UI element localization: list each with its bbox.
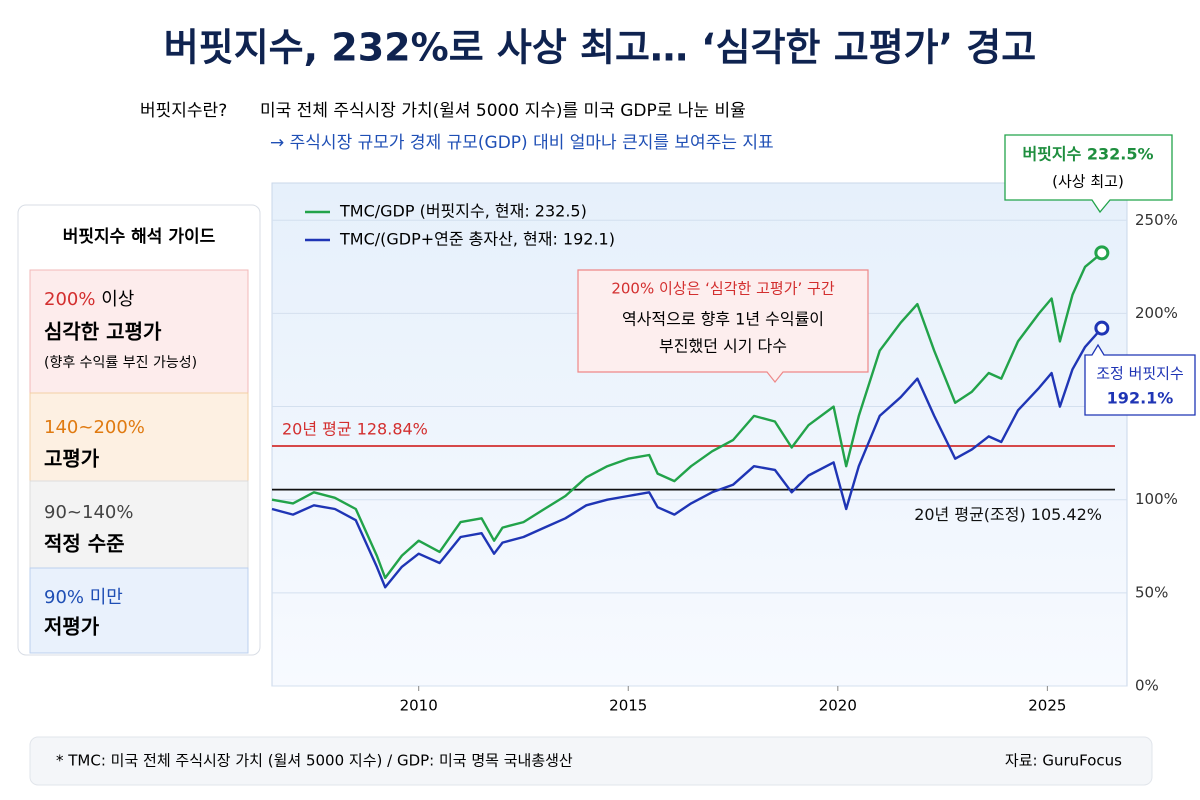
tier-label: 고평가 bbox=[44, 447, 100, 471]
tier-qualifier: 이상 bbox=[101, 289, 134, 310]
series-line bbox=[271, 327, 1103, 589]
definition: 미국 전체 주식시장 가치(윌셔 5000 지수)를 미국 GDP로 나눈 비율 bbox=[260, 101, 746, 121]
definition-label: 버핏지수란? bbox=[140, 101, 227, 121]
tier-range: 200% 이상 bbox=[44, 289, 134, 310]
tier-range: 200% bbox=[44, 289, 95, 310]
reference-label: 20년 평균(조정) 105.42% bbox=[914, 505, 1102, 524]
reference-label: 20년 평균 128.84% bbox=[282, 419, 428, 438]
tier-label: 적정 수준 bbox=[44, 532, 125, 556]
callout-box bbox=[577, 269, 869, 383]
end-marker bbox=[1094, 245, 1110, 261]
x-tick-label: 2025 bbox=[1028, 697, 1066, 715]
footer-note: * TMC: 미국 전체 주식시장 가치 (윌셔 5000 지수) / GDP:… bbox=[56, 752, 573, 770]
x-tick-label: 2020 bbox=[819, 697, 857, 715]
footer-box bbox=[29, 736, 1153, 786]
y-tick-label: 0% bbox=[1135, 677, 1159, 695]
tier-label: 저평가 bbox=[44, 615, 100, 639]
end-marker bbox=[1094, 320, 1110, 336]
end-label-subtitle: 192.1% bbox=[1107, 389, 1174, 408]
tier-label: 심각한 고평가 bbox=[44, 320, 162, 344]
callout-line: 부진했던 시기 다수 bbox=[659, 337, 787, 356]
y-tick-label: 50% bbox=[1135, 583, 1168, 601]
end-label-title: 조정 버핏지수 bbox=[1096, 365, 1184, 383]
tier-range: 140~200% bbox=[44, 417, 145, 438]
y-tick-label: 100% bbox=[1135, 490, 1178, 508]
callout-line: 역사적으로 향후 1년 수익률이 bbox=[622, 310, 824, 329]
y-tick-label: 250% bbox=[1135, 211, 1178, 229]
end-label-box bbox=[1004, 134, 1173, 214]
end-label-title: 버핏지수 232.5% bbox=[1022, 145, 1153, 164]
title: 버핏지수, 232%로 사상 최고… ‘심각한 고평가’ 경고 bbox=[164, 26, 1036, 70]
tier-range: 90~140% bbox=[44, 502, 133, 523]
tier-box bbox=[29, 480, 249, 569]
tier-box bbox=[29, 567, 249, 654]
definition-note: → 주식시장 규모가 경제 규모(GDP) 대비 얼마나 큰지를 보여주는 지표 bbox=[270, 133, 774, 153]
callout-title: 200% 이상은 ‘심각한 고평가’ 구간 bbox=[611, 280, 834, 298]
end-label-box bbox=[1084, 343, 1196, 416]
chart: 0%50%100%150%200%250%201020152020202520년… bbox=[271, 134, 1196, 715]
end-label-subtitle: (사상 최고) bbox=[1052, 173, 1124, 191]
tier-box bbox=[29, 392, 249, 482]
tier-range: 90% 미만 bbox=[44, 587, 123, 608]
guide-title: 버핏지수 해석 가이드 bbox=[63, 227, 216, 247]
legend-label: TMC/(GDP+연준 총자산, 현재: 192.1) bbox=[339, 230, 615, 249]
series-line bbox=[271, 251, 1103, 580]
tier-box bbox=[29, 269, 249, 394]
x-tick-label: 2015 bbox=[609, 697, 647, 715]
plot-area bbox=[271, 182, 1128, 687]
x-tick-label: 2010 bbox=[400, 697, 438, 715]
footer-source: 자료: GuruFocus bbox=[1005, 752, 1122, 770]
legend-label: TMC/GDP (버핏지수, 현재: 232.5) bbox=[339, 202, 587, 221]
tier-note: (향후 수익률 부진 가능성) bbox=[44, 355, 197, 371]
y-tick-label: 200% bbox=[1135, 304, 1178, 322]
